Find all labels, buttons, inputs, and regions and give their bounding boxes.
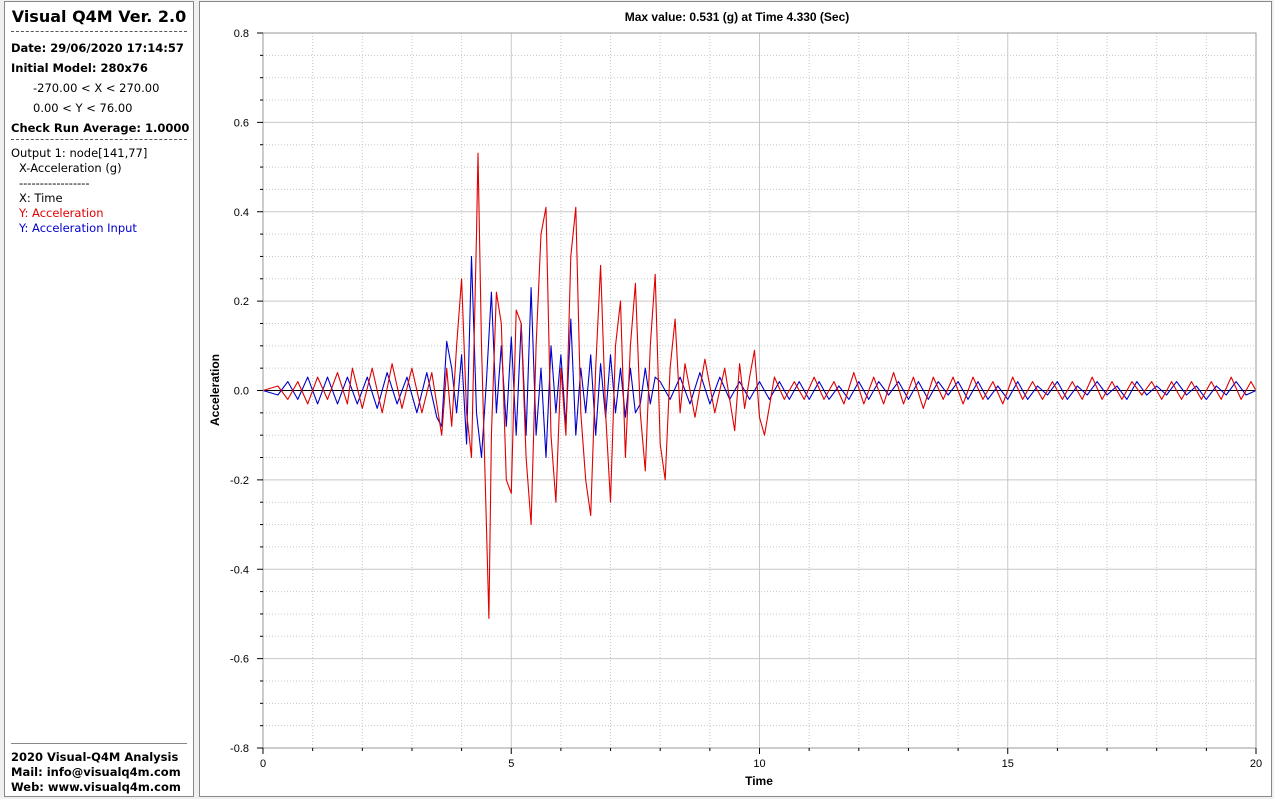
legend-acceleration: Y: Acceleration xyxy=(19,206,104,220)
axes xyxy=(257,32,1257,754)
check-run-average: Check Run Average: 1.0000 xyxy=(11,121,190,135)
y-tick-label: 0.0 xyxy=(234,386,249,398)
footer-copyright: 2020 Visual-Q4M Analysis xyxy=(11,750,179,764)
x-tick-label: 15 xyxy=(1002,758,1014,770)
output-quantity: X-Acceleration (g) xyxy=(19,161,122,175)
footer-mail: Mail: info@visualq4m.com xyxy=(11,765,181,779)
y-tick-label: -0.6 xyxy=(230,654,249,666)
series-acceleration-line xyxy=(262,152,1257,619)
chart-panel: 0 5 10 15 20 0.8 0.6 0.4 0.2 0.0 -0.2 -0.4 -0.6 -0.8 … xyxy=(199,1,1272,797)
x-tick-label: 10 xyxy=(753,758,765,770)
legend-divider: ----------------- xyxy=(19,176,90,190)
y-tick-label: -0.2 xyxy=(230,475,249,487)
separator xyxy=(11,139,187,140)
x-tick-label: 20 xyxy=(1250,758,1262,770)
x-tick-label: 5 xyxy=(508,758,514,770)
separator xyxy=(11,31,187,32)
legend-acceleration-input: Y: Acceleration Input xyxy=(19,221,137,235)
initial-model: Initial Model: 280x76 xyxy=(11,61,148,75)
info-sidebar: Visual Q4M Ver. 2.0 Date: 29/06/2020 17:… xyxy=(4,1,194,797)
output-node: Output 1: node[141,77] xyxy=(11,146,148,160)
run-date: Date: 29/06/2020 17:14:57 xyxy=(11,41,184,55)
footer-divider xyxy=(11,743,187,744)
y-tick-label: 0.2 xyxy=(234,296,249,308)
y-tick-label: 0.8 xyxy=(234,28,249,40)
legend-x-time: X: Time xyxy=(19,191,63,205)
series-lines xyxy=(262,152,1257,619)
x-tick-label: 0 xyxy=(260,758,266,770)
y-axis-title: Acceleration xyxy=(208,354,222,426)
app-title: Visual Q4M Ver. 2.0 xyxy=(11,7,187,26)
series-acceleration-input-line xyxy=(262,255,1257,459)
acceleration-chart: 0 5 10 15 200.80.60.40.20.0-0.2-0.4-0.6-0.8 … xyxy=(208,10,1262,788)
chart-title: Max value: 0.531 (g) at Time 4.330 (Sec) xyxy=(625,10,850,24)
x-range: -270.00 < X < 270.00 xyxy=(33,81,160,95)
y-tick-label: 0.6 xyxy=(234,117,249,129)
footer-web: Web: www.visualq4m.com xyxy=(11,780,181,794)
y-range: 0.00 < Y < 76.00 xyxy=(33,101,133,115)
y-tick-label: -0.4 xyxy=(230,564,249,576)
y-tick-label: -0.8 xyxy=(230,743,249,755)
tick-labels: 0 5 10 15 20 0.8 0.6 0.4 0.2 0.0 -0.2 -0.4 -0.6 -0.8 xyxy=(230,28,1262,770)
x-axis-title: Time xyxy=(745,774,773,788)
y-tick-label: 0.4 xyxy=(234,207,249,219)
